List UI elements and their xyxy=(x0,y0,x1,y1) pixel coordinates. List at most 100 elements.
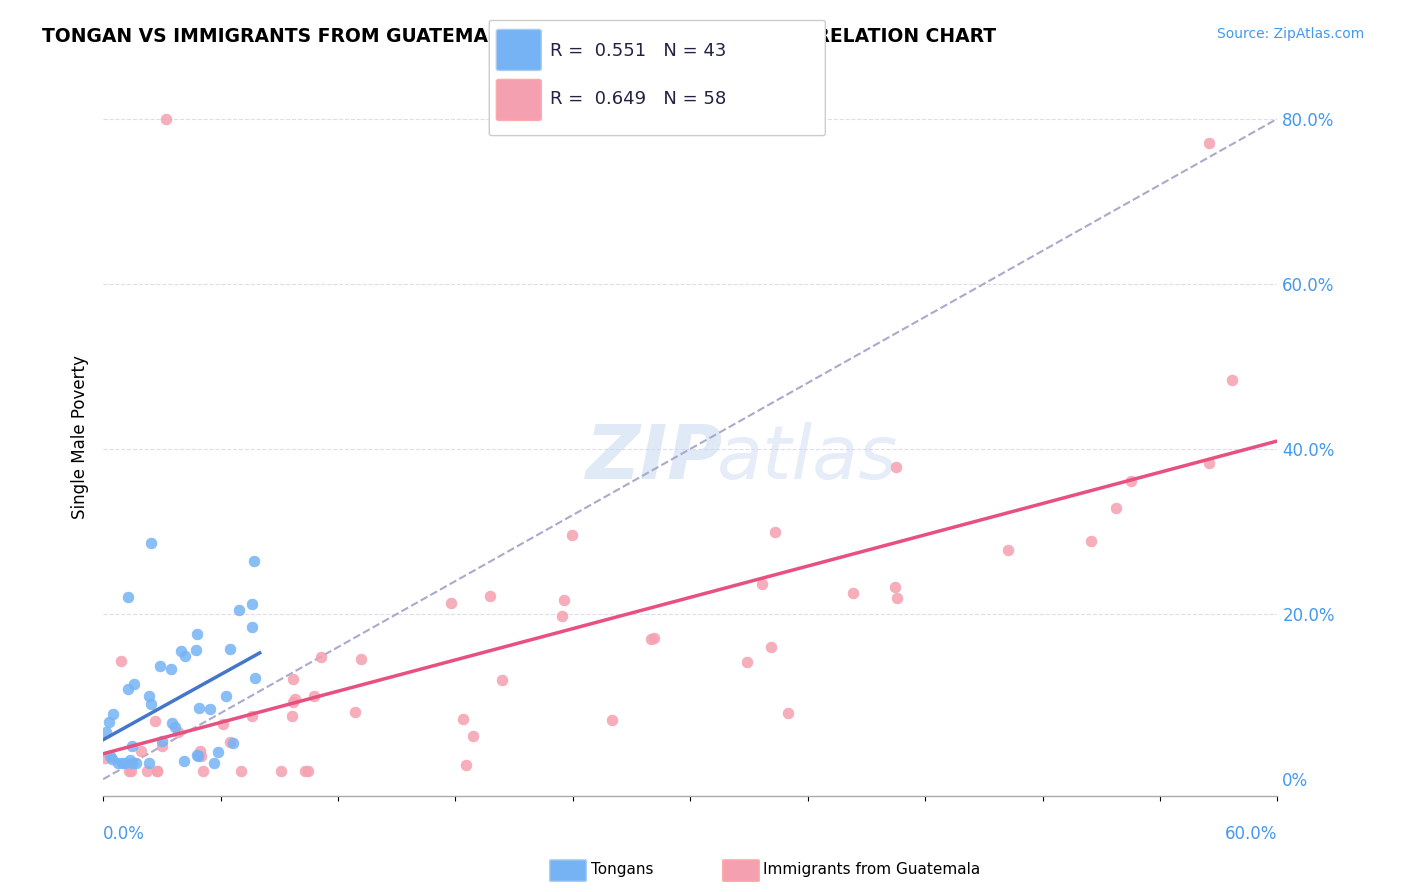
Point xyxy=(94,751,117,765)
Point xyxy=(188,744,211,758)
Point xyxy=(110,654,132,668)
Point xyxy=(207,745,229,759)
Point xyxy=(553,593,575,607)
Point xyxy=(155,112,177,126)
Point xyxy=(884,580,907,594)
Point xyxy=(124,677,146,691)
Text: R =  0.551   N = 43: R = 0.551 N = 43 xyxy=(550,42,725,60)
Point xyxy=(463,729,485,743)
Point xyxy=(297,764,319,778)
Point xyxy=(121,739,143,754)
Point xyxy=(150,739,173,753)
Text: R =  0.649   N = 58: R = 0.649 N = 58 xyxy=(550,90,725,108)
Point xyxy=(1105,501,1128,516)
Point xyxy=(145,764,167,778)
Point xyxy=(735,656,758,670)
Point xyxy=(1220,373,1243,387)
Point xyxy=(163,720,186,734)
Point xyxy=(294,764,316,778)
Point xyxy=(169,644,191,658)
Text: Source: ZipAtlas.com: Source: ZipAtlas.com xyxy=(1216,27,1364,41)
Point xyxy=(186,748,208,763)
Point xyxy=(125,756,148,770)
Point xyxy=(139,535,162,549)
Point xyxy=(456,758,478,772)
Point xyxy=(118,753,141,767)
Point xyxy=(103,707,125,722)
Point xyxy=(281,672,304,686)
Point xyxy=(143,714,166,728)
Point xyxy=(107,756,129,770)
Point xyxy=(100,748,122,763)
Point xyxy=(228,603,250,617)
Text: 0.0%: 0.0% xyxy=(103,824,145,843)
Point xyxy=(231,764,253,778)
Point xyxy=(138,689,160,703)
Point xyxy=(1198,456,1220,470)
Point xyxy=(350,652,373,666)
Point xyxy=(222,736,245,750)
Point xyxy=(146,764,169,778)
Point xyxy=(478,589,501,603)
Point xyxy=(240,597,263,611)
Point xyxy=(884,460,907,475)
Point xyxy=(270,764,292,778)
Point xyxy=(491,673,513,687)
Point xyxy=(97,715,120,730)
Point xyxy=(778,706,800,720)
Point xyxy=(184,643,207,657)
Point xyxy=(212,717,235,731)
Point xyxy=(117,591,139,605)
Point xyxy=(186,627,208,641)
Point xyxy=(281,695,304,709)
Point xyxy=(602,713,624,727)
Text: Immigrants from Guatemala: Immigrants from Guatemala xyxy=(763,863,981,877)
Point xyxy=(765,525,787,540)
Point xyxy=(560,528,582,542)
Point xyxy=(174,649,197,664)
Y-axis label: Single Male Poverty: Single Male Poverty xyxy=(72,355,89,518)
Point xyxy=(243,554,266,568)
Point xyxy=(159,661,181,675)
Point xyxy=(193,764,215,778)
Point xyxy=(215,689,238,703)
Point xyxy=(240,708,263,723)
Point xyxy=(643,631,665,645)
Point xyxy=(139,697,162,711)
Point xyxy=(121,756,143,770)
Point xyxy=(751,577,773,591)
Point xyxy=(138,756,160,770)
Point xyxy=(1080,534,1102,549)
Point xyxy=(136,764,159,778)
Point xyxy=(118,764,141,778)
Point xyxy=(187,700,209,714)
Point xyxy=(150,734,173,748)
Point xyxy=(202,756,225,770)
Point xyxy=(96,724,118,739)
Point xyxy=(218,642,240,657)
Point xyxy=(240,620,263,634)
Point xyxy=(120,764,142,778)
Text: atlas: atlas xyxy=(717,422,898,494)
Point xyxy=(173,754,195,768)
Point xyxy=(311,649,333,664)
Point xyxy=(440,596,463,610)
Point xyxy=(111,756,134,770)
Point xyxy=(640,632,662,646)
Point xyxy=(129,744,152,758)
Point xyxy=(453,712,475,726)
Point xyxy=(187,749,209,764)
Point xyxy=(149,658,172,673)
Point xyxy=(1198,136,1220,151)
Point xyxy=(284,692,307,706)
Point xyxy=(886,591,908,605)
Point xyxy=(117,681,139,696)
Point xyxy=(1119,474,1142,488)
Point xyxy=(160,715,183,730)
Point xyxy=(842,586,865,600)
Point xyxy=(243,671,266,685)
Point xyxy=(101,751,124,765)
Point xyxy=(281,709,304,723)
Text: Tongans: Tongans xyxy=(591,863,652,877)
Point xyxy=(343,705,366,719)
